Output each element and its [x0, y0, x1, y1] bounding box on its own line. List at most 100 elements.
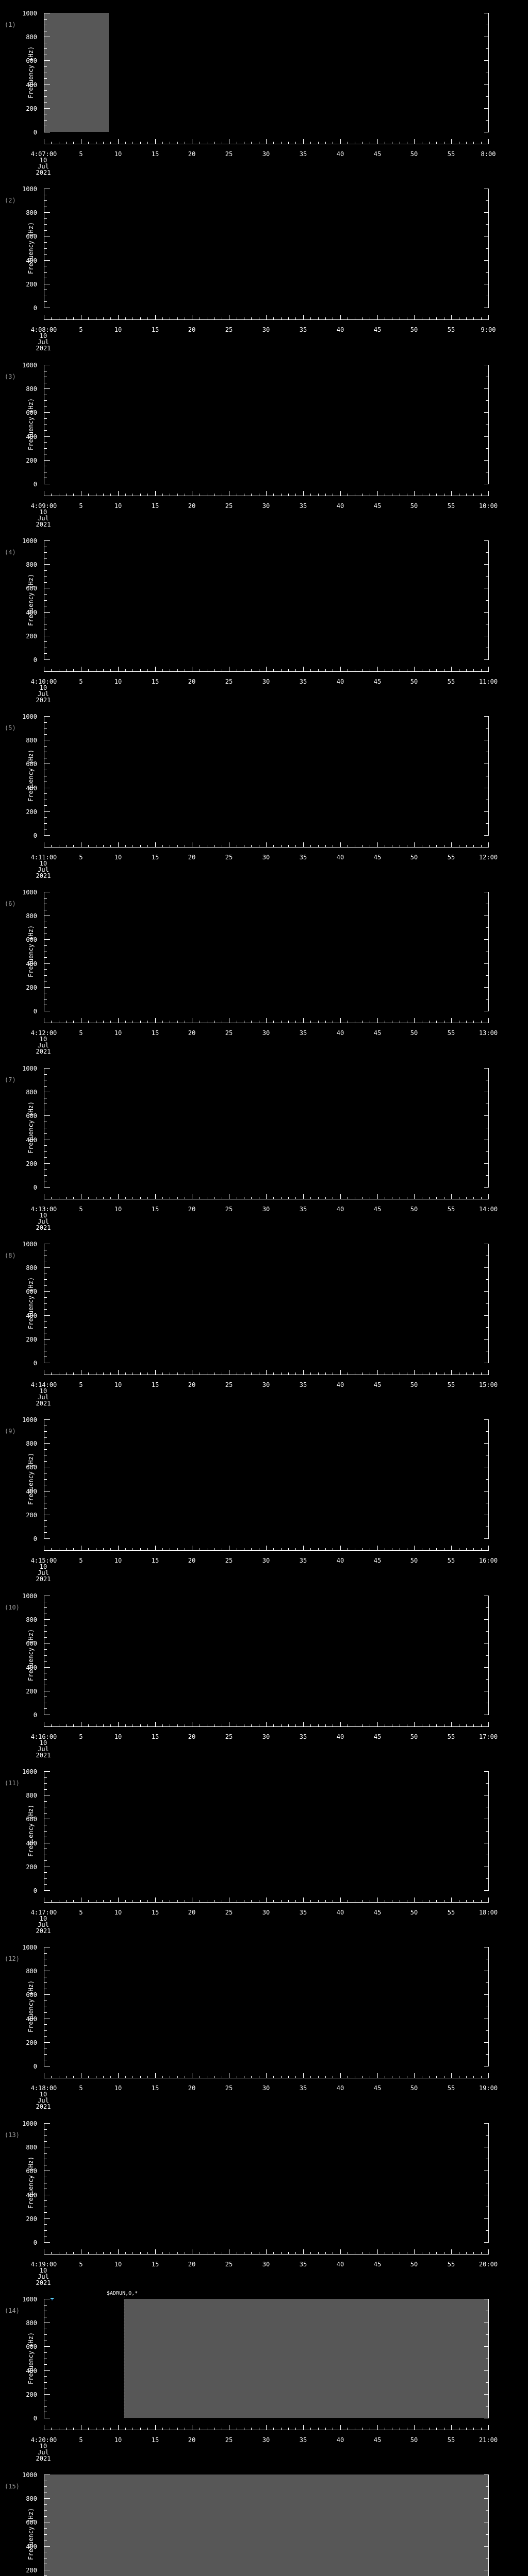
x-tick-label: 30	[262, 854, 270, 861]
x-minor-tick	[362, 845, 363, 847]
y-tick-label: 800	[26, 1264, 37, 1272]
x-minor-tick	[273, 1900, 274, 1902]
x-minor-tick	[66, 2076, 67, 2078]
y-major-tick	[44, 612, 50, 613]
x-minor-tick	[310, 2076, 311, 2078]
x-minor-tick	[103, 2252, 104, 2254]
x-tick-label: 15	[151, 2084, 159, 2092]
x-minor-tick	[66, 1021, 67, 1023]
x-major-tick	[451, 2425, 452, 2430]
y-major-tick	[44, 260, 50, 261]
y-minor-tick	[44, 558, 47, 559]
x-minor-tick	[147, 1372, 148, 1375]
x-major-tick	[266, 842, 267, 847]
y-minor-tick	[44, 823, 47, 824]
x-axis	[44, 1726, 489, 1727]
x-minor-tick	[88, 2076, 89, 2078]
x-minor-tick	[103, 317, 104, 319]
x-minor-tick	[177, 845, 178, 847]
x-minor-tick	[66, 1372, 67, 1375]
y-axis-title: Frequency (Hz)	[27, 1629, 35, 1682]
y-tick-label: 0	[33, 1360, 37, 1367]
cyan-marker-bar	[51, 2298, 54, 2299]
x-major-tick	[118, 139, 119, 144]
x-major-tick	[155, 842, 156, 847]
x-tick-label: 55	[447, 1733, 455, 1740]
x-major-tick	[155, 2425, 156, 2430]
y-minor-tick	[44, 2376, 47, 2377]
x-tick-label: 50	[410, 2436, 418, 2444]
x-date-line: Jul	[38, 1218, 49, 1225]
y-major-tick	[484, 108, 488, 109]
x-tick-label: 55	[447, 150, 455, 158]
x-minor-tick	[310, 1372, 311, 1375]
y-major-tick	[44, 659, 50, 660]
x-date-line: Jul	[38, 866, 49, 873]
y-tick-label: 400	[26, 433, 37, 440]
x-minor-tick	[429, 845, 430, 847]
y-tick-label: 600	[26, 409, 37, 416]
x-major-tick	[155, 667, 156, 671]
y-minor-tick	[44, 1831, 47, 1832]
x-minor-tick	[51, 1900, 52, 1902]
x-minor-tick	[325, 317, 326, 319]
x-minor-tick	[325, 1021, 326, 1023]
x-minor-tick	[429, 142, 430, 144]
y-tick-label: 400	[26, 785, 37, 792]
x-minor-tick	[273, 2076, 274, 2078]
x-minor-tick	[466, 317, 467, 319]
x-minor-tick	[318, 1197, 319, 1199]
y-axis-title: Frequency (Hz)	[27, 398, 35, 451]
x-major-tick	[414, 315, 415, 319]
y-minor-tick	[486, 248, 488, 249]
x-minor-tick	[318, 2252, 319, 2254]
x-start-time-label: 4:20:00	[30, 2436, 57, 2444]
x-minor-tick	[110, 2428, 111, 2430]
x-minor-tick	[325, 1197, 326, 1199]
x-minor-tick	[51, 845, 52, 847]
x-date-line: 10	[39, 684, 47, 691]
y-major-tick	[44, 1163, 50, 1164]
x-minor-tick	[125, 1372, 126, 1375]
y-major-tick	[484, 212, 488, 213]
x-major-tick	[303, 1897, 304, 1902]
x-date-line: 2021	[36, 1927, 51, 1935]
x-minor-tick	[310, 1021, 311, 1023]
x-major-tick	[451, 139, 452, 144]
y-minor-tick	[44, 78, 47, 79]
x-minor-tick	[466, 142, 467, 144]
x-minor-tick	[177, 1548, 178, 1550]
x-tick-label: 20	[188, 1909, 196, 1916]
y-tick-label: 1000	[22, 1416, 37, 1423]
x-minor-tick	[162, 669, 163, 671]
x-date-line: 10	[39, 2443, 47, 2450]
x-major-tick	[377, 1546, 378, 1550]
x-minor-tick	[436, 669, 437, 671]
x-date-line: 10	[39, 1387, 47, 1395]
x-date-line: Jul	[38, 1394, 49, 1401]
x-major-tick	[414, 2073, 415, 2078]
y-minor-tick	[44, 1679, 47, 1680]
y-minor-tick	[44, 2534, 47, 2535]
x-minor-tick	[73, 1724, 74, 1726]
x-tick-label: 10	[114, 1029, 122, 1037]
x-minor-tick	[325, 845, 326, 847]
y-minor-tick	[44, 230, 47, 231]
panel-number-label: (12)	[5, 1955, 20, 1962]
y-minor-tick	[44, 19, 47, 20]
y-major-tick	[44, 436, 50, 437]
x-minor-tick	[466, 2252, 467, 2254]
x-tick-label: 45	[373, 1206, 382, 1213]
x-minor-tick	[481, 845, 482, 847]
y-tick-label: 200	[26, 1863, 37, 1871]
y-tick-label: 800	[26, 385, 37, 393]
y-minor-tick	[486, 200, 488, 201]
x-tick-label: 15	[151, 2436, 159, 2444]
x-tick-label: 5	[79, 1733, 83, 1740]
y-major-tick	[484, 1267, 488, 1268]
x-tick-label: 50	[410, 502, 418, 510]
x-minor-tick	[147, 669, 148, 671]
x-minor-tick	[162, 2252, 163, 2254]
x-major-tick	[155, 491, 156, 496]
x-major-tick	[303, 315, 304, 319]
